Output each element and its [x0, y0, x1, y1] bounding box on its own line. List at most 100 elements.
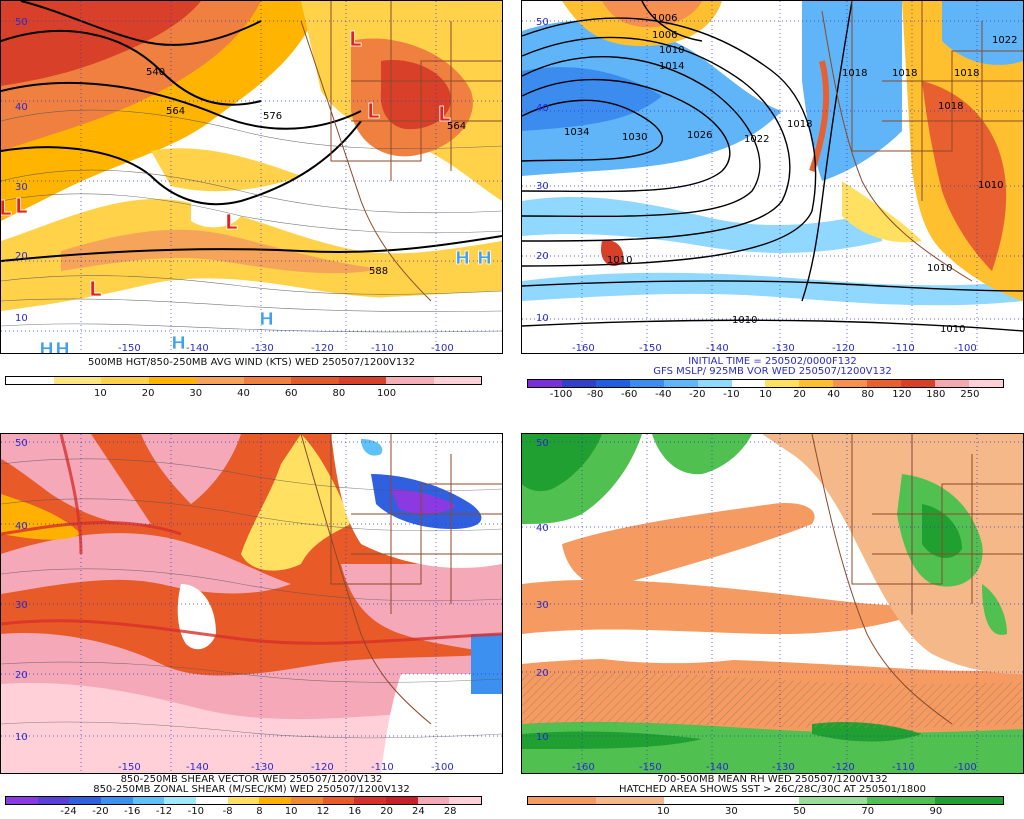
colorbar-swatch [417, 797, 450, 804]
colorbar-swatch [243, 377, 291, 384]
colorbar-tick-label: 180 [926, 389, 946, 400]
colorbar-swatch [799, 797, 868, 804]
colorbar-swatch [731, 380, 766, 387]
panel-caption: 500MB HGT/850-250MB AVG WIND (KTS) WED 2… [88, 357, 415, 368]
colorbar-tick-label: -12 [155, 806, 173, 817]
colorbar-swatch [528, 797, 596, 804]
lon-label: -150 [118, 762, 141, 773]
colorbar-swatch [322, 797, 355, 804]
rh-field: 50 40 30 20 10 -160 -150 -140 -130 -120 … [522, 434, 1023, 773]
colorbar [527, 379, 1004, 388]
colorbar-tick-label: 10 [94, 388, 107, 399]
colorbar-tick-label: 8 [256, 806, 263, 817]
isobar-label: 1022 [992, 35, 1017, 46]
lat-label: 40 [536, 103, 549, 114]
colorbar-swatch [338, 377, 386, 384]
colorbar-tick-label: 20 [141, 388, 155, 399]
colorbar-swatch [6, 797, 38, 804]
panel-caption: 700-500MB MEAN RH WED 250507/1200V132 [657, 774, 888, 785]
panel-caption: 850-250MB ZONAL SHEAR (M/SEC/KM) WED 250… [93, 784, 410, 795]
colorbar-tick-label: -40 [655, 389, 672, 400]
isobar-label: 1030 [622, 132, 647, 143]
lon-label: -130 [772, 343, 795, 353]
contour-label: 540 [146, 67, 165, 78]
colorbar-swatch [935, 380, 969, 387]
colorbar-swatch [164, 797, 197, 804]
isobar-label: 1018 [938, 101, 963, 112]
isobar-label: 1034 [564, 127, 589, 138]
isobar-label: 1006 [652, 13, 677, 24]
panel-caption: INITIAL TIME = 250502/0000F132 [688, 356, 857, 367]
lat-label: 20 [536, 668, 549, 679]
colorbar-ticks: 10 20 30 40 60 80 100 [5, 388, 482, 400]
lon-label: -100 [431, 343, 454, 353]
lon-label: -130 [772, 762, 795, 773]
low-pressure-symbol: L [367, 99, 380, 123]
colorbar-swatch [528, 380, 562, 387]
high-pressure-symbol: H [477, 248, 492, 269]
colorbar-tick-label: 90 [929, 806, 943, 817]
lon-label: -110 [892, 343, 915, 353]
colorbar-swatch [227, 797, 260, 804]
isobar-label: 1022 [744, 134, 769, 145]
colorbar-tick-label: -16 [124, 806, 141, 817]
lat-label: 30 [536, 181, 549, 192]
contour-label: 588 [369, 266, 388, 277]
isobar-label: 1010 [927, 263, 952, 274]
colorbar-tick-label: 20 [380, 806, 393, 817]
vorticity-field: 50 40 30 20 10 -160 -150 -140 -130 -120 … [522, 1, 1023, 353]
lat-label: 10 [536, 313, 549, 324]
panel-500mb-height-wind: 50 40 30 20 10 -150 -140 -130 -120 -110 … [0, 0, 503, 400]
colorbar-swatch [101, 797, 133, 804]
colorbar-tick-label: 70 [861, 806, 875, 817]
isobar-label: 1018 [954, 68, 979, 79]
panel-caption: 850-250MB SHEAR VECTOR WED 250507/1200V1… [120, 774, 383, 785]
lon-label: -160 [572, 762, 595, 773]
isobar-label: 1010 [940, 324, 965, 335]
colorbar-swatch [354, 797, 387, 804]
colorbar-tick-label: -60 [621, 389, 638, 400]
lon-label: -160 [572, 343, 595, 353]
colorbar-tick-label: -20 [92, 806, 109, 817]
high-pressure-symbol: H [171, 333, 186, 353]
lon-label: -130 [251, 343, 274, 353]
isobar-label: 1026 [687, 130, 712, 141]
colorbar-tick-label: -24 [60, 806, 77, 817]
colorbar-swatch [901, 380, 936, 387]
colorbar-tick-label: 28 [443, 806, 457, 817]
colorbar-tick-label: 100 [377, 388, 397, 399]
colorbar-swatch [53, 377, 101, 384]
panel-caption: HATCHED AREA SHOWS SST > 26C/28C/30C AT … [618, 784, 926, 795]
contour-label: 564 [447, 121, 466, 132]
zonal-shear-field: 50 40 30 20 10 -150 -140 -130 -120 -110 … [1, 434, 502, 773]
colorbar-tick-label: 24 [412, 806, 425, 817]
colorbar-swatch [386, 377, 434, 384]
lat-label: 40 [15, 521, 28, 532]
colorbar [5, 376, 482, 385]
lat-label: 30 [536, 600, 549, 611]
colorbar-swatch [697, 380, 732, 387]
lat-label: 10 [15, 313, 28, 324]
map-500mb-height[interactable]: 50 40 30 20 10 -150 -140 -130 -120 -110 … [0, 0, 503, 354]
colorbar-tick-label: -20 [689, 389, 706, 400]
colorbar-swatch [196, 377, 244, 384]
lon-label: -140 [706, 762, 729, 773]
colorbar-swatch [386, 797, 418, 804]
map-shear[interactable]: 50 40 30 20 10 -150 -140 -130 -120 -110 … [0, 433, 503, 774]
low-pressure-symbol: L [89, 277, 102, 301]
colorbar-swatch [595, 797, 664, 804]
map-relative-humidity[interactable]: 50 40 30 20 10 -160 -150 -140 -130 -120 … [521, 433, 1024, 774]
colorbar-tick-label: 250 [960, 389, 980, 400]
lat-label: 20 [15, 670, 28, 681]
colorbar-swatch [663, 797, 732, 804]
panel-relative-humidity: 50 40 30 20 10 -160 -150 -140 -130 -120 … [521, 433, 1024, 819]
map-mslp-vorticity[interactable]: 50 40 30 20 10 -160 -150 -140 -130 -120 … [521, 0, 1024, 354]
colorbar-swatch [69, 797, 102, 804]
colorbar-tick-label: 30 [189, 388, 203, 399]
colorbar-swatch [101, 377, 149, 384]
lat-label: 50 [536, 438, 549, 449]
colorbar [527, 796, 1004, 805]
colorbar-tick-label: -80 [586, 389, 604, 400]
lon-label: -120 [311, 343, 334, 353]
lon-label: -140 [186, 762, 209, 773]
